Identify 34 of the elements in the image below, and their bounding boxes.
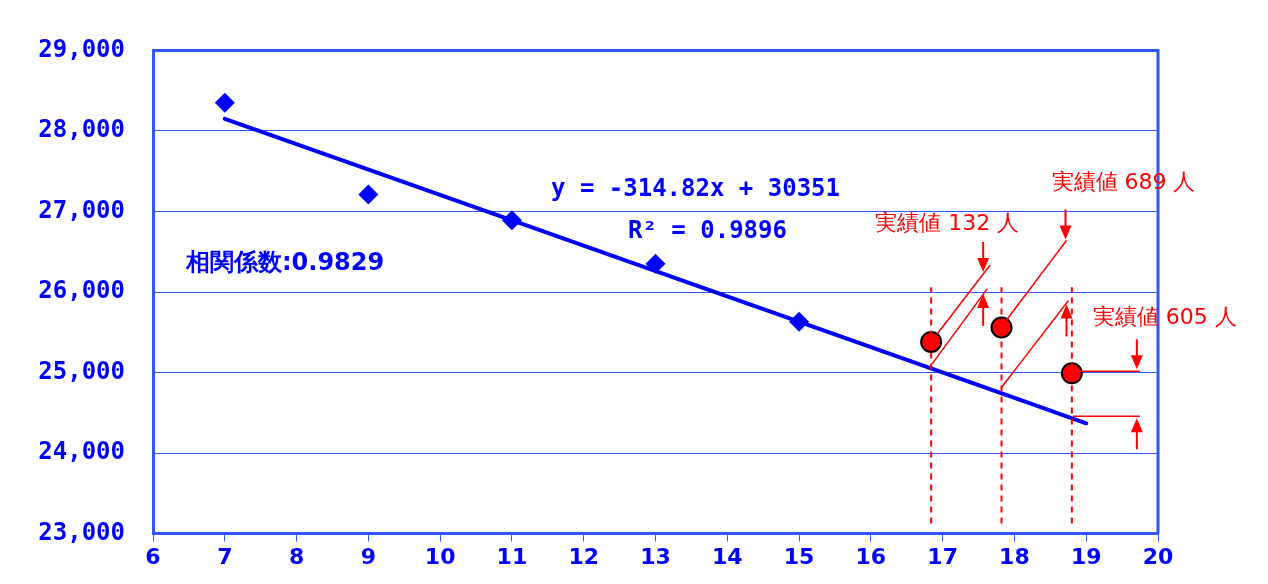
annotation: 相関係数:0.9829	[186, 247, 385, 278]
point	[358, 184, 379, 205]
y-tick-label: 29,000	[38, 34, 125, 63]
annotation: R² = 0.9896	[628, 216, 787, 244]
point	[501, 210, 522, 231]
point	[789, 311, 810, 332]
annotation: y = -314.82x + 30351	[551, 174, 840, 202]
x-tick-label: 8	[288, 543, 305, 569]
x-tick-label: 20	[1142, 543, 1174, 569]
point	[1060, 362, 1083, 385]
x-tick-label: 10	[424, 543, 456, 569]
y-tick-label: 27,000	[38, 195, 125, 224]
point	[990, 316, 1013, 339]
x-tick-label: 19	[1070, 543, 1102, 569]
point	[214, 92, 235, 113]
annotation: 実績値 132 人	[875, 208, 1020, 237]
point	[645, 253, 666, 274]
x-tick-label: 16	[855, 543, 887, 569]
x-tick-label: 6	[145, 543, 161, 569]
point	[920, 330, 943, 353]
x-tick-label: 17	[927, 543, 958, 569]
x-tick-label: 18	[999, 543, 1030, 569]
y-tick-label: 26,000	[38, 276, 125, 305]
x-tick-label: 12	[568, 543, 600, 569]
x-tick-label: 9	[360, 543, 377, 569]
y-tick-label: 25,000	[38, 356, 125, 385]
x-tick-label: 15	[783, 543, 815, 569]
x-tick-label: 7	[217, 543, 233, 569]
x-tick-label: 11	[496, 543, 528, 569]
x-tick-label: 14	[711, 543, 743, 569]
x-tick-label: 13	[640, 543, 671, 569]
y-tick-label: 23,000	[38, 517, 125, 546]
y-tick-label: 24,000	[38, 437, 125, 466]
y-tick-label: 28,000	[38, 115, 125, 144]
